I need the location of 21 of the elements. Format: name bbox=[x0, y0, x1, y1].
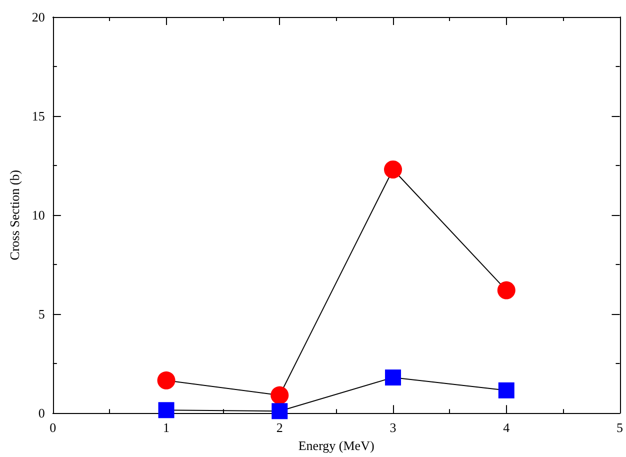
y-tick-label: 15 bbox=[32, 108, 45, 124]
point bbox=[270, 386, 289, 404]
x-tick-label: 5 bbox=[616, 420, 623, 436]
x-axis-title: Energy (MeV) bbox=[298, 438, 374, 453]
x-tick-label: 1 bbox=[163, 420, 170, 436]
x-tick-label: 0 bbox=[50, 420, 56, 436]
point bbox=[498, 382, 514, 398]
y-tick-label: 5 bbox=[38, 306, 45, 322]
x-tick-label: 3 bbox=[390, 420, 396, 436]
point bbox=[157, 371, 176, 390]
y-axis-title: Cross Section (b) bbox=[7, 170, 22, 260]
point bbox=[385, 369, 402, 386]
x-tick-label: 4 bbox=[503, 420, 510, 436]
point bbox=[272, 403, 288, 420]
y-tick-label: 10 bbox=[32, 208, 45, 223]
point bbox=[497, 281, 516, 300]
point bbox=[384, 160, 402, 178]
y-tick-label: 20 bbox=[32, 10, 45, 24]
x-tick-label: 2 bbox=[276, 420, 283, 436]
point bbox=[158, 402, 174, 418]
y-tick-label: 0 bbox=[38, 406, 45, 421]
